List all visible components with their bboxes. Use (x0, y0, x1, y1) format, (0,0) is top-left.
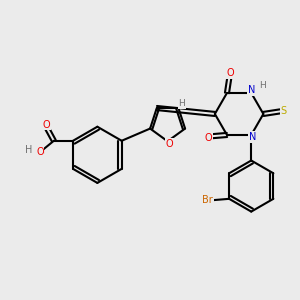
Text: O: O (36, 148, 44, 158)
Text: H: H (260, 81, 266, 90)
Text: S: S (281, 106, 287, 116)
Text: H: H (27, 146, 34, 156)
Text: H: H (178, 99, 185, 108)
Text: O: O (166, 139, 173, 149)
Text: O: O (226, 68, 234, 78)
Text: O: O (36, 147, 44, 157)
Text: H: H (26, 145, 33, 155)
Text: O: O (42, 120, 50, 130)
Text: Br: Br (202, 195, 213, 205)
Text: N: N (248, 85, 255, 95)
Text: N: N (249, 132, 256, 142)
Text: O: O (205, 133, 212, 143)
